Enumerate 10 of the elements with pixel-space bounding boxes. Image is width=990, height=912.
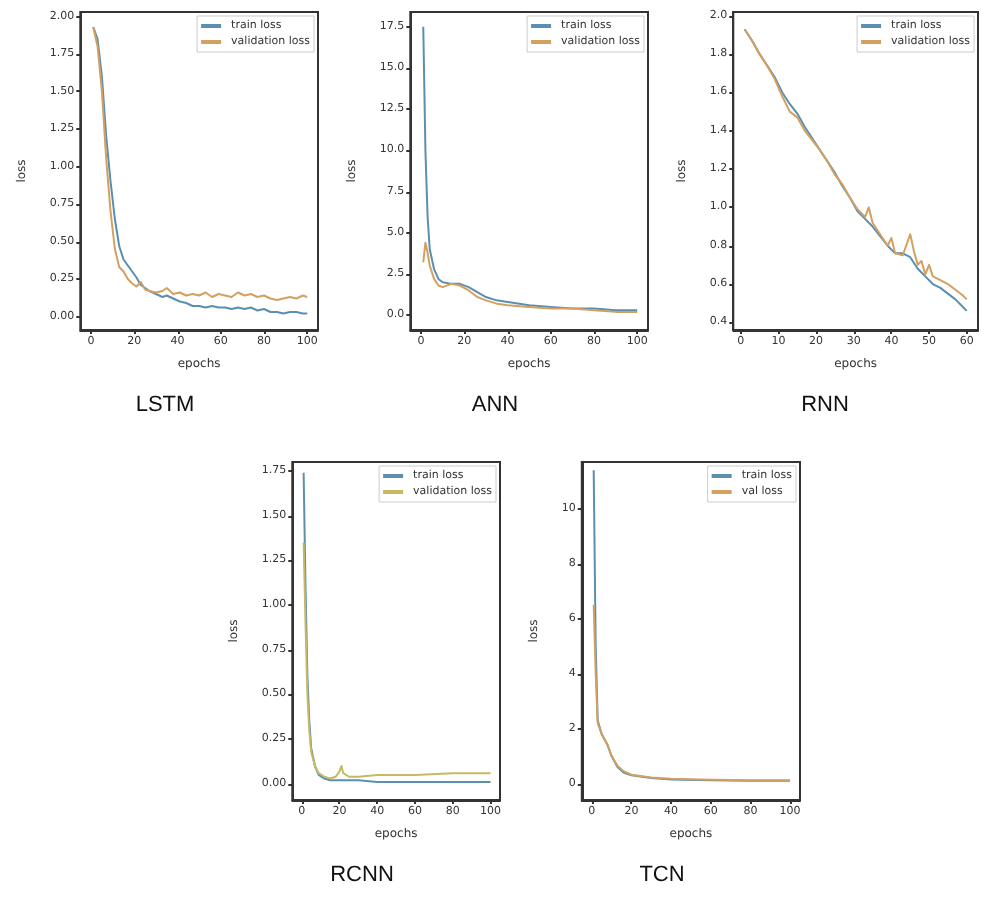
text: LSTM [135,393,195,417]
text: RNN [801,393,849,417]
line-series [592,603,792,782]
line-series [422,241,639,313]
line-series [302,541,492,780]
text: TCN [639,863,685,887]
line-series [302,471,492,784]
line-series [422,25,639,312]
text: ANN [471,393,519,417]
text: RCNN [330,863,394,887]
